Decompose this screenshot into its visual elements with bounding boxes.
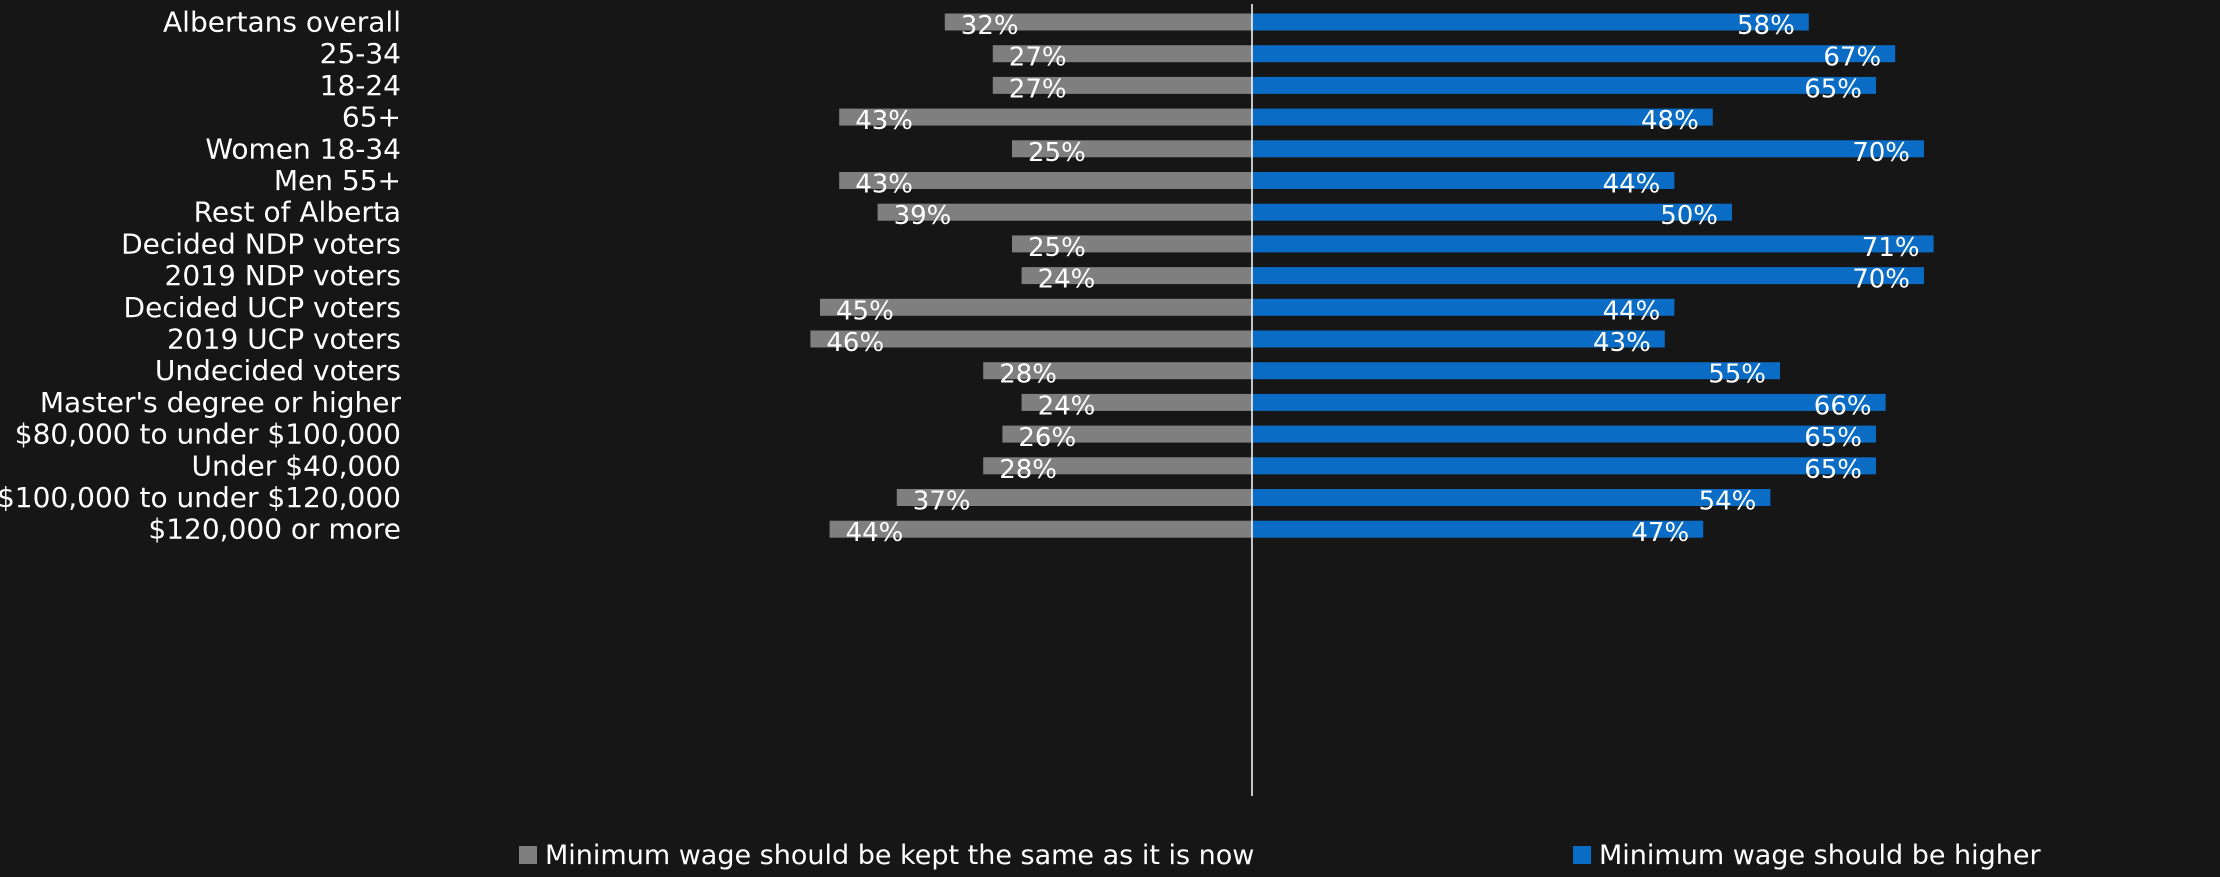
bar-same xyxy=(820,298,1252,316)
value-label-same: 43% xyxy=(855,170,913,200)
bar-same xyxy=(992,76,1252,94)
bar-higher xyxy=(1252,76,1876,94)
value-label-higher: 44% xyxy=(1603,296,1661,326)
bar-higher xyxy=(1252,140,1924,158)
bar-same xyxy=(992,45,1252,63)
bar-higher xyxy=(1252,172,1675,189)
value-label-higher: 47% xyxy=(1631,518,1689,548)
legend-swatch-same xyxy=(519,846,537,864)
category-label: 2019 NDP voters xyxy=(165,259,401,292)
category-label: Men 55+ xyxy=(274,164,401,197)
value-label-same: 45% xyxy=(836,296,894,326)
bar-same xyxy=(944,13,1252,31)
bar-same xyxy=(1021,267,1252,285)
bar-same xyxy=(983,362,1252,380)
value-label-higher: 48% xyxy=(1641,106,1699,136)
bar-higher xyxy=(1252,393,1886,411)
bar-higher xyxy=(1252,298,1675,316)
value-label-higher: 71% xyxy=(1862,233,1920,263)
legend-label-higher: Minimum wage should be higher xyxy=(1599,839,2041,871)
category-label: Rest of Alberta xyxy=(194,196,401,229)
value-label-same: 27% xyxy=(1009,43,1067,73)
value-label-same: 32% xyxy=(961,11,1019,41)
value-label-same: 24% xyxy=(1038,391,1096,421)
bar-higher xyxy=(1252,267,1924,285)
category-label: Master's degree or higher xyxy=(40,386,402,419)
bar-higher xyxy=(1252,362,1780,380)
value-label-higher: 55% xyxy=(1708,360,1766,390)
bar-higher xyxy=(1252,457,1876,475)
value-label-higher: 70% xyxy=(1852,265,1910,295)
bar-higher xyxy=(1252,425,1876,443)
value-label-higher: 70% xyxy=(1852,138,1910,168)
bar-same xyxy=(877,203,1252,221)
value-label-higher: 44% xyxy=(1603,170,1661,200)
bar-same xyxy=(1002,425,1252,443)
value-label-higher: 50% xyxy=(1660,201,1718,231)
category-label: Decided UCP voters xyxy=(124,291,401,324)
category-label: 2019 UCP voters xyxy=(167,323,401,356)
category-label: $100,000 to under $120,000 xyxy=(0,481,401,514)
bar-same xyxy=(1012,140,1252,158)
bar-higher xyxy=(1252,520,1704,538)
bars xyxy=(810,13,1934,538)
bar-higher xyxy=(1252,203,1732,221)
category-label: $120,000 or more xyxy=(148,513,401,546)
value-label-higher: 65% xyxy=(1804,455,1862,485)
category-label: Decided NDP voters xyxy=(121,227,401,260)
bar-same xyxy=(829,520,1252,538)
legend-item-same: Minimum wage should be kept the same as … xyxy=(519,838,1254,872)
bar-same xyxy=(983,457,1252,475)
bar-higher xyxy=(1252,13,1809,31)
value-label-same: 25% xyxy=(1028,233,1086,263)
category-label: $80,000 to under $100,000 xyxy=(15,418,401,451)
value-label-same: 37% xyxy=(913,487,971,517)
value-label-same: 28% xyxy=(999,455,1057,485)
value-label-same: 27% xyxy=(1009,74,1067,104)
value-label-same: 44% xyxy=(846,518,904,548)
category-label: Undecided voters xyxy=(155,354,401,387)
category-label: Women 18-34 xyxy=(205,132,401,165)
value-label-higher: 65% xyxy=(1804,74,1862,104)
value-label-same: 25% xyxy=(1028,138,1086,168)
value-label-higher: 54% xyxy=(1699,487,1757,517)
value-label-same: 46% xyxy=(826,328,884,358)
bar-higher xyxy=(1252,108,1713,126)
value-label-same: 43% xyxy=(855,106,913,136)
value-label-higher: 66% xyxy=(1814,391,1872,421)
category-label: 25-34 xyxy=(320,37,401,70)
legend-label-same: Minimum wage should be kept the same as … xyxy=(545,839,1255,871)
category-label: 65+ xyxy=(342,101,401,134)
bar-same xyxy=(1012,235,1252,253)
legend-swatch-higher xyxy=(1573,846,1591,864)
category-label: 18-24 xyxy=(320,69,401,102)
bar-same xyxy=(1021,393,1252,411)
value-label-higher: 43% xyxy=(1593,328,1651,358)
value-label-same: 24% xyxy=(1038,265,1096,295)
bar-higher xyxy=(1252,235,1934,253)
bar-higher xyxy=(1252,45,1896,63)
legend-item-higher: Minimum wage should be higher xyxy=(1573,838,2041,872)
value-labels: 32% 58%27% 67%27% 65%43% 48%25% 70%43% 44%39% 5… xyxy=(826,11,1919,548)
value-label-higher: 58% xyxy=(1737,11,1795,41)
value-label-higher: 65% xyxy=(1804,423,1862,453)
value-label-same: 26% xyxy=(1018,423,1076,453)
bar-same xyxy=(896,489,1252,506)
category-label: Albertans overall xyxy=(163,6,401,39)
bar-same xyxy=(839,108,1252,126)
bar-higher xyxy=(1252,489,1771,506)
bar-higher xyxy=(1252,330,1665,348)
bar-same xyxy=(839,172,1252,189)
value-label-higher: 67% xyxy=(1823,43,1881,73)
value-label-same: 28% xyxy=(999,360,1057,390)
category-label: Under $40,000 xyxy=(192,449,401,482)
value-label-same: 39% xyxy=(894,201,952,231)
bar-same xyxy=(810,330,1252,348)
